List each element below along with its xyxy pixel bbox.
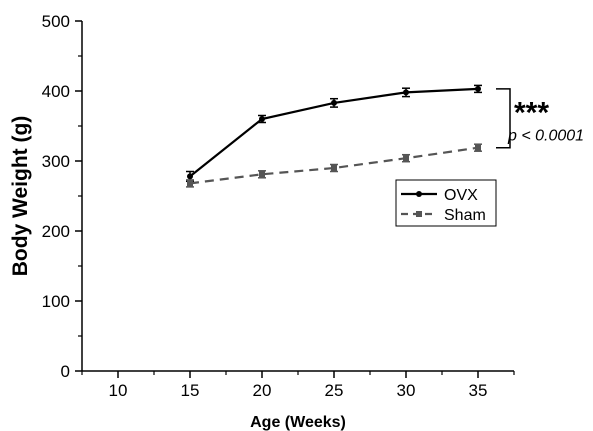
series-layer bbox=[186, 84, 482, 188]
legend-label: OVX bbox=[444, 187, 478, 204]
data-point bbox=[331, 165, 337, 171]
y-tick-label: 400 bbox=[42, 82, 70, 101]
significance-stars: *** bbox=[514, 96, 549, 129]
significance-bracket bbox=[496, 88, 511, 149]
x-tick-label: 30 bbox=[397, 381, 416, 400]
legend-marker bbox=[416, 211, 422, 217]
x-tick-label: 20 bbox=[253, 381, 272, 400]
y-tick-label: 500 bbox=[42, 12, 70, 31]
legend-marker bbox=[416, 191, 422, 197]
y-tick-label: 300 bbox=[42, 152, 70, 171]
x-axis-title: Age (Weeks) bbox=[250, 414, 346, 431]
data-point bbox=[475, 85, 481, 92]
data-point bbox=[187, 173, 193, 180]
data-point bbox=[259, 116, 265, 122]
legend-label: Sham bbox=[444, 207, 486, 224]
y-axis-ticks: 0 100 200 300 400 500 bbox=[42, 12, 82, 381]
x-tick-label: 35 bbox=[469, 381, 488, 400]
data-point bbox=[331, 99, 337, 106]
significance-p-value: p < 0.0001 bbox=[507, 127, 584, 144]
data-point bbox=[259, 171, 265, 178]
x-tick-label: 15 bbox=[181, 381, 200, 400]
legend-box bbox=[395, 179, 497, 227]
data-point bbox=[475, 144, 481, 151]
data-point bbox=[403, 155, 409, 162]
x-tick-label: 10 bbox=[109, 381, 128, 400]
series-sham bbox=[186, 143, 482, 188]
series-line bbox=[189, 146, 479, 185]
significance-annotation: *** p < 0.0001 bbox=[496, 88, 584, 149]
series-ovx bbox=[186, 84, 482, 183]
x-tick-label: 25 bbox=[325, 381, 344, 400]
data-point bbox=[187, 180, 193, 187]
y-axis-title: Body Weight (g) bbox=[9, 116, 32, 277]
y-tick-label: 200 bbox=[42, 222, 70, 241]
legend: OVX Sham bbox=[395, 179, 497, 227]
x-axis-ticks: 10 15 20 25 30 35 bbox=[81, 371, 515, 400]
y-tick-label: 100 bbox=[42, 292, 70, 311]
data-point bbox=[403, 89, 409, 96]
y-tick-label: 0 bbox=[61, 362, 70, 381]
